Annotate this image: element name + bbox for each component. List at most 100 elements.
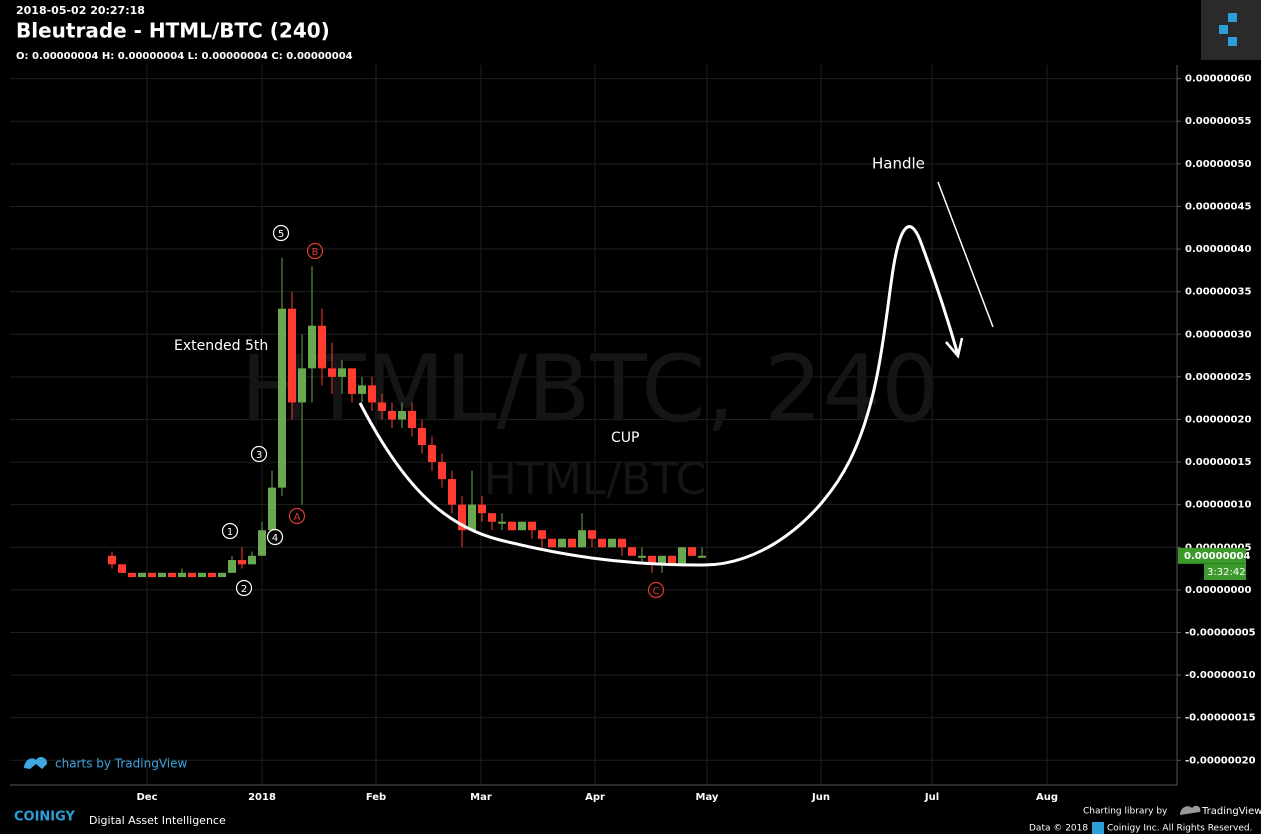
arrow-head	[945, 337, 964, 359]
candle-body	[118, 564, 126, 573]
chart-title: Bleutrade - HTML/BTC (240)	[16, 19, 330, 43]
candle-body	[648, 555, 656, 565]
x-tick-label: 2018	[248, 792, 276, 803]
candle-body	[658, 555, 666, 565]
candle-body	[168, 572, 176, 578]
cup-curve	[358, 225, 960, 567]
candle-body	[268, 487, 276, 531]
candle-body	[218, 572, 226, 578]
candle-body	[128, 572, 136, 578]
candle-body	[448, 479, 456, 505]
ohlc-line: O: 0.00000004 H: 0.00000004 L: 0.0000000…	[16, 51, 353, 62]
candle-body	[588, 530, 596, 539]
y-tick-label: 0.00000045	[1185, 201, 1251, 212]
candle-body	[418, 427, 426, 446]
y-tick-label: -0.00000015	[1185, 713, 1256, 724]
y-tick-label: 0.00000010	[1185, 500, 1251, 511]
correction-label: C	[653, 586, 660, 597]
candle-body	[318, 325, 326, 369]
wave-label: 1	[227, 527, 233, 538]
candle-body	[138, 572, 146, 578]
x-tick-label: Jun	[811, 792, 830, 803]
candle-body	[438, 462, 446, 480]
watermark-sub: HTML/BTC	[484, 454, 706, 505]
candle-body	[228, 560, 236, 573]
wave-label: 2	[241, 584, 247, 595]
library-by: Charting library by	[1083, 807, 1168, 817]
y-tick-label: 0.00000000	[1185, 585, 1251, 596]
candle-body	[238, 560, 246, 565]
candle-body	[398, 410, 406, 420]
y-tick-label: 0.00000050	[1185, 159, 1251, 170]
rights: Coinigy Inc. All Rights Reserved.	[1107, 824, 1252, 834]
wave-label: 4	[272, 533, 278, 544]
candle-body	[498, 521, 506, 524]
candle-body	[188, 572, 196, 578]
tv-credit[interactable]: charts by TradingView	[55, 757, 187, 771]
candle-body	[428, 445, 436, 463]
grid	[10, 65, 1177, 785]
last-price-label: 0.00000004	[1184, 551, 1250, 562]
countdown: 3:32:42	[1207, 567, 1246, 578]
y-tick-label: 0.00000035	[1185, 287, 1251, 298]
y-tick-label: -0.00000005	[1185, 627, 1256, 638]
wave-circle	[266, 528, 284, 546]
watermark: HTML/BTC, 240	[240, 335, 939, 442]
candle-body	[288, 308, 296, 403]
coinigy-badge	[1201, 0, 1261, 60]
y-tick-label: 0.00000020	[1185, 414, 1251, 425]
candle-body	[328, 368, 336, 377]
candle-body	[158, 572, 166, 578]
candle-body	[408, 410, 416, 428]
candles	[108, 257, 706, 578]
y-tick-label: -0.00000020	[1185, 755, 1256, 766]
candle-body	[528, 521, 536, 531]
last-price-box	[1178, 547, 1246, 564]
candle-body	[538, 530, 546, 539]
x-tick-label: May	[696, 792, 719, 803]
y-tick-label: 0.00000060	[1185, 74, 1251, 85]
candle-body	[148, 572, 156, 578]
candle-body	[298, 368, 306, 403]
data-credit: Data © 2018	[1029, 824, 1088, 834]
candle-body	[598, 538, 606, 548]
candle-body	[308, 325, 316, 369]
wave-circle	[272, 224, 290, 242]
y-tick-label: 0.00000055	[1185, 116, 1251, 127]
y-tick-label: 0.00000030	[1185, 329, 1251, 340]
candle-body	[278, 308, 286, 488]
candle-body	[488, 513, 496, 522]
candle-body	[618, 538, 626, 548]
library: TradingView	[1201, 806, 1261, 817]
candle-body	[628, 547, 636, 556]
timestamp: 2018-05-02 20:27:18	[16, 4, 145, 17]
y-tick-label: -0.00000010	[1185, 670, 1256, 681]
annotation: CUP	[611, 430, 639, 446]
candle-body	[508, 521, 516, 531]
candle-body	[458, 504, 466, 531]
x-tick-label: Dec	[136, 792, 157, 803]
correction-label: A	[294, 512, 301, 523]
candle-body	[348, 368, 356, 394]
candle-body	[478, 504, 486, 514]
candle-body	[248, 555, 256, 565]
countdown-box	[1204, 564, 1246, 580]
candle-body	[258, 530, 266, 556]
axes: 0.00000060 0.00000055 0.00000050 0.00000045…	[136, 74, 1255, 803]
candle-body	[468, 504, 476, 531]
candle-body	[578, 530, 586, 548]
x-tick-label: Feb	[366, 792, 386, 803]
candle-body	[208, 572, 216, 578]
x-tick-label: Mar	[470, 792, 492, 803]
candle-body	[558, 538, 566, 548]
wave-circle	[221, 522, 239, 540]
coinigy-icon	[1092, 822, 1104, 834]
candle-body	[548, 538, 556, 548]
wave-circle	[250, 445, 268, 463]
tradingview-logo	[24, 757, 48, 769]
candle-body	[608, 538, 616, 548]
x-tick-label: Apr	[585, 792, 605, 803]
candle-body	[668, 555, 676, 565]
tv-logo-small	[1180, 805, 1201, 815]
candle-body	[518, 521, 526, 531]
